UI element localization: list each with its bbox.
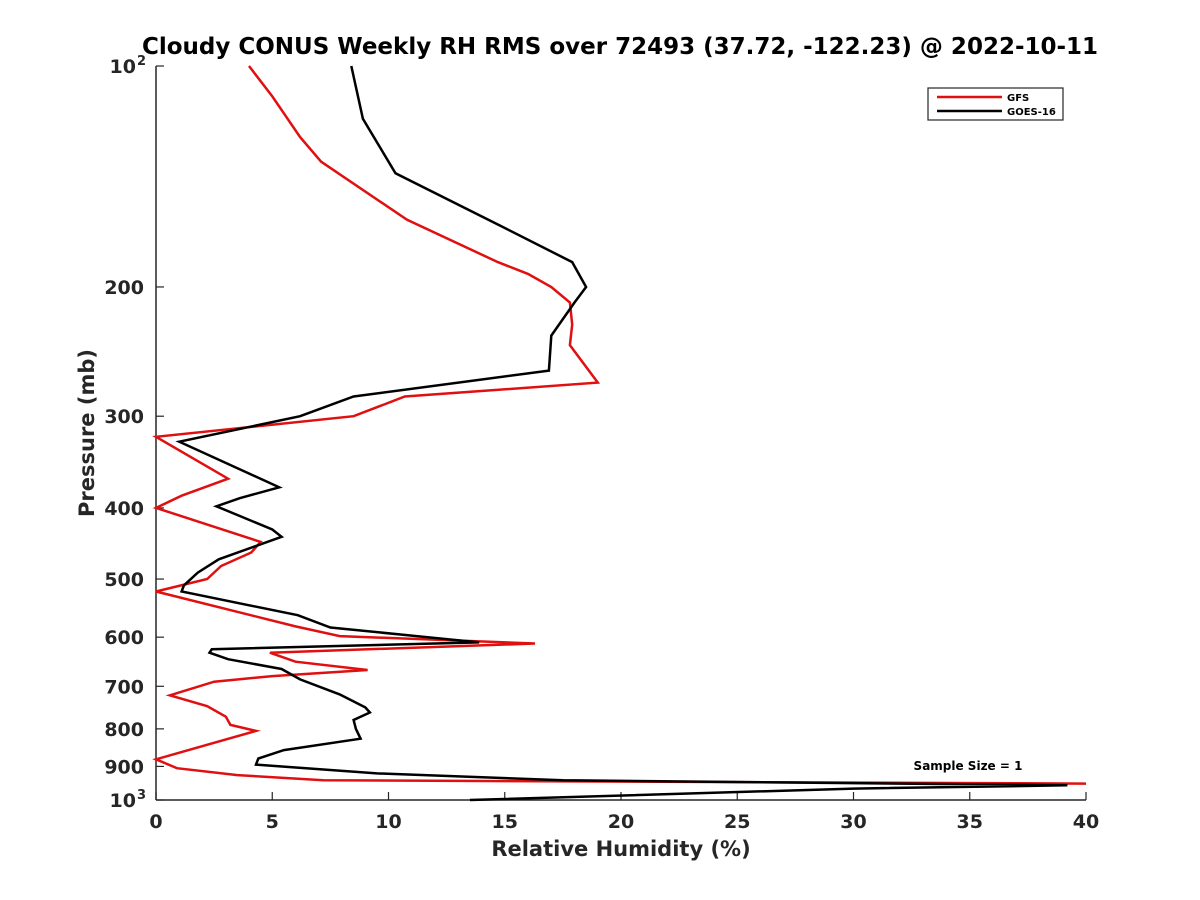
x-tick-label: 35 [957, 811, 983, 833]
legend: GFS GOES-16 [927, 87, 1064, 121]
chart-title: Cloudy CONUS Weekly RH RMS over 72493 (3… [142, 34, 1098, 60]
series-line-gfs [152, 65, 1087, 785]
x-axis-label: Relative Humidity (%) [491, 837, 750, 861]
legend-label: GOES-16 [1007, 107, 1056, 118]
y-tick-label: 10 [110, 56, 136, 78]
y-tick-label: 600 [104, 627, 144, 649]
series-lines [152, 65, 1087, 802]
x-tick-label: 5 [266, 811, 279, 833]
y-tick-label: 200 [104, 277, 144, 299]
y-tick-label: 700 [104, 676, 144, 698]
y-tick-label: 300 [104, 406, 144, 428]
legend-box [927, 87, 1064, 121]
y-axis-label: Pressure (mb) [75, 349, 99, 517]
x-tick-label: 0 [149, 811, 162, 833]
y-tick-exponent: 3 [137, 788, 146, 803]
sample-size-annotation: Sample Size = 1 [914, 759, 1023, 773]
series-line-goes-16 [175, 65, 1068, 802]
x-tick-label: 20 [608, 811, 634, 833]
legend-label: GFS [1007, 93, 1029, 104]
x-tick-label: 10 [375, 811, 401, 833]
y-tick-label: 800 [104, 719, 144, 741]
x-tick-label: 25 [724, 811, 750, 833]
y-tick-label: 900 [104, 756, 144, 778]
x-tick-label: 40 [1073, 811, 1099, 833]
x-tick-label: 30 [840, 811, 866, 833]
y-tick-label: 400 [104, 498, 144, 520]
y-tick-exponent: 2 [137, 54, 146, 69]
x-tick-label: 15 [492, 811, 518, 833]
y-tick-label: 500 [104, 569, 144, 591]
y-tick-label: 10 [110, 790, 136, 812]
